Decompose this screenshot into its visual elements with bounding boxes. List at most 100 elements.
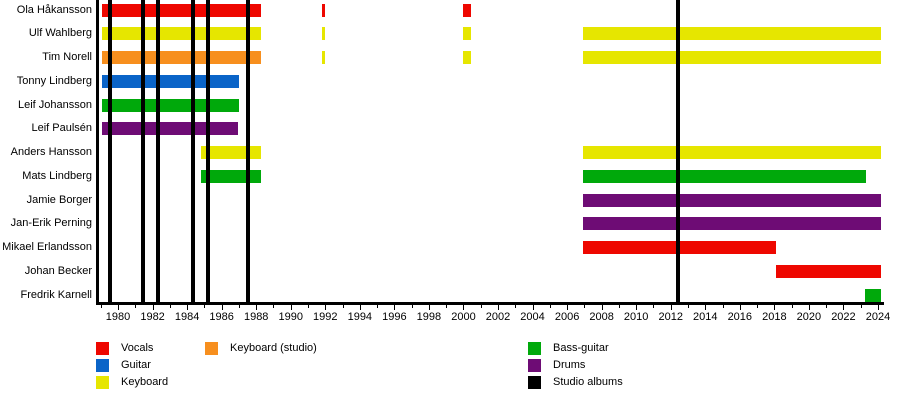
x-axis-minor-tick xyxy=(342,305,344,308)
x-axis-tick-label: 1986 xyxy=(209,311,234,323)
x-axis-minor-tick xyxy=(826,305,828,308)
legend-swatch-keyboard xyxy=(96,376,109,389)
timeline-bar-keyboard_studio xyxy=(101,51,261,64)
x-axis-minor-tick xyxy=(860,305,862,308)
x-axis-minor-tick xyxy=(549,305,551,308)
legend-label: Drums xyxy=(553,359,586,371)
x-axis-tick-label: 1998 xyxy=(416,311,442,323)
legend-swatch-bass_guitar xyxy=(528,342,541,355)
timeline-bar-guitar xyxy=(101,74,239,88)
x-axis-major-tick xyxy=(636,305,638,310)
x-axis-major-tick xyxy=(843,305,845,310)
legend-swatch-drums xyxy=(528,359,541,372)
timeline-bar-bass_guitar xyxy=(582,169,866,183)
x-axis-major-tick xyxy=(256,305,258,310)
x-axis-major-tick xyxy=(428,305,430,310)
x-axis-minor-tick xyxy=(722,305,724,308)
legend: Vocals Guitar Keyboard Keyboard (studio) Bas… xyxy=(0,338,900,400)
x-axis-tick-label: 1990 xyxy=(278,311,303,323)
legend-label: Studio albums xyxy=(553,376,623,388)
member-label: Mikael Erlandsson xyxy=(2,241,92,253)
x-axis-minor-tick xyxy=(791,305,793,308)
x-axis-tick-label: 2008 xyxy=(589,311,614,323)
x-axis-minor-tick xyxy=(377,305,379,308)
x-axis-tick-label: 1988 xyxy=(243,311,269,323)
timeline-bar-vocals xyxy=(101,3,261,17)
timeline-bar-bass_guitar xyxy=(101,98,239,112)
member-label: Johan Becker xyxy=(24,264,92,277)
x-axis-major-tick xyxy=(532,305,534,310)
plot-area: Ola Håkansson Ulf Wahlberg Tim Norell Tonny… xyxy=(2,0,890,323)
timeline-bar-vocals xyxy=(321,3,326,17)
x-axis-tick-label: 1992 xyxy=(313,311,338,323)
x-axis-major-tick xyxy=(739,305,741,310)
member-label: Mats Lindberg xyxy=(22,169,92,182)
studio-album-line xyxy=(141,0,146,303)
legend-label: Keyboard xyxy=(121,376,169,388)
x-axis-tick-label: 1980 xyxy=(105,311,131,323)
x-axis-minor-tick xyxy=(618,305,620,308)
timeline-bar-keyboard xyxy=(463,51,472,64)
timeline-bar-drums xyxy=(582,193,882,207)
x-axis-minor-tick xyxy=(238,305,240,308)
member-label: Tim Norell xyxy=(42,51,92,63)
x-axis-major-tick xyxy=(221,305,223,310)
x-axis-minor-tick xyxy=(515,305,517,308)
x-axis-tick-label: 2012 xyxy=(658,311,683,323)
x-axis-major-tick xyxy=(359,305,361,310)
member-label: Fredrik Karnell xyxy=(20,288,92,301)
x-axis-minor-tick xyxy=(169,305,171,308)
x-axis-tick-label: 2022 xyxy=(831,311,856,323)
x-axis-minor-tick xyxy=(653,305,655,308)
member-label: Jan-Erik Perning xyxy=(10,217,92,230)
timeline-bar-bass_guitar xyxy=(200,169,261,183)
y-axis-line xyxy=(96,0,99,303)
x-axis-tick-label: 2002 xyxy=(485,311,511,323)
x-axis-minor-tick xyxy=(308,305,310,308)
timeline-bar-vocals xyxy=(776,264,882,278)
x-axis-tick-label: 2016 xyxy=(727,311,753,323)
member-label: Ulf Wahlberg xyxy=(28,27,92,40)
timeline-bar-keyboard xyxy=(582,51,882,64)
x-axis-tick-label: 1982 xyxy=(140,311,165,323)
x-axis-major-tick xyxy=(152,305,154,310)
timeline-bar-drums xyxy=(101,122,239,136)
x-axis-major-tick xyxy=(498,305,499,310)
member-label: Leif Paulsén xyxy=(31,122,92,135)
studio-album-line xyxy=(108,0,113,303)
x-axis-tick-label: 2024 xyxy=(865,311,891,323)
legend-swatch-studio_albums xyxy=(528,376,541,389)
x-axis-minor-tick xyxy=(688,305,689,308)
timeline-bar-keyboard xyxy=(463,27,472,41)
studio-album-line xyxy=(155,0,160,303)
x-axis-minor-tick xyxy=(584,305,586,308)
x-axis-tick-label: 2018 xyxy=(762,311,787,323)
legend-label: Vocals xyxy=(121,342,154,354)
x-axis-tick-label: 2020 xyxy=(796,311,822,323)
x-axis-minor-tick xyxy=(411,305,413,308)
x-axis-minor-tick xyxy=(204,305,206,308)
studio-album-line xyxy=(205,0,210,303)
timeline-bar-keyboard xyxy=(582,27,882,41)
x-axis-major-tick xyxy=(601,305,603,310)
x-axis-major-tick xyxy=(877,305,879,310)
member-label: Anders Hansson xyxy=(10,146,92,158)
x-axis-minor-tick xyxy=(273,305,275,308)
x-axis-major-tick xyxy=(705,305,707,310)
member-label: Ola Håkansson xyxy=(16,3,92,16)
x-axis-major-tick xyxy=(187,305,189,310)
x-axis-minor-tick xyxy=(135,305,137,308)
member-label: Tonny Lindberg xyxy=(16,74,92,87)
legend-label: Keyboard (studio) xyxy=(230,342,317,354)
x-axis-major-tick xyxy=(118,305,120,310)
timeline-bar-keyboard xyxy=(582,146,882,159)
x-axis-tick-label: 2006 xyxy=(554,311,580,323)
timeline-bar-vocals xyxy=(463,3,472,17)
x-axis-major-tick xyxy=(325,305,327,310)
x-axis-line xyxy=(96,302,884,305)
timeline-bar-keyboard xyxy=(101,27,261,41)
timeline-bar-drums xyxy=(582,217,882,231)
legend-label: Bass-guitar xyxy=(553,342,609,354)
x-axis-tick-label: 1994 xyxy=(347,311,373,323)
